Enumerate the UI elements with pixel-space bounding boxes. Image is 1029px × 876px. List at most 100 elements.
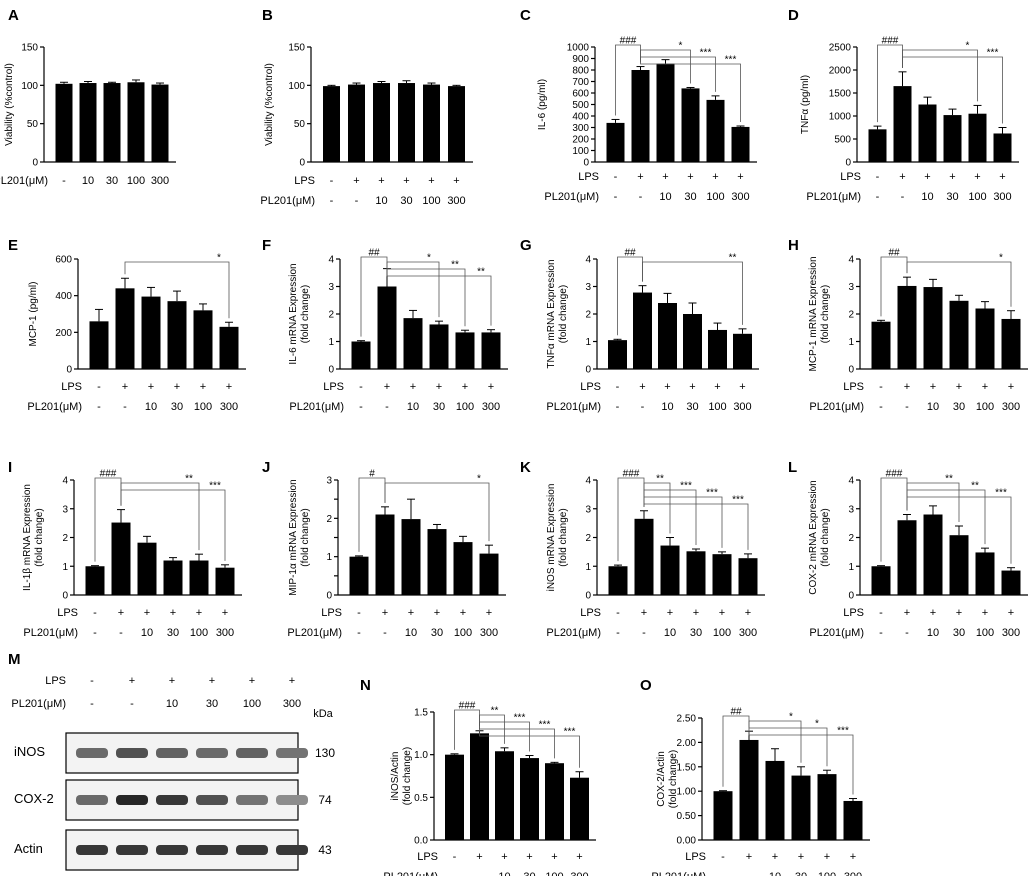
significance-label: ** — [729, 253, 737, 264]
lps-value: + — [693, 607, 699, 619]
lps-value: + — [384, 381, 390, 393]
dose-value: 30 — [433, 401, 445, 413]
bar — [403, 318, 423, 369]
significance-label: *** — [539, 720, 551, 731]
dose-value: - — [879, 401, 883, 413]
dose-row-label: PL201(μM) — [289, 401, 344, 413]
panel-L: L 0 1 2 3 4 COX-2 mRNA Expression (fold change)… — [788, 459, 1028, 639]
dose-row-label: PL201(μM) — [23, 627, 78, 639]
bar — [923, 287, 943, 369]
dose-value: - — [478, 871, 482, 876]
y-tick-label: 3 — [848, 282, 854, 293]
bar — [608, 340, 627, 369]
lps-value: + — [746, 851, 752, 863]
dose-value: 10 — [166, 698, 178, 710]
bar — [520, 758, 539, 840]
dose-value: 300 — [480, 627, 498, 639]
lps-value: - — [453, 851, 457, 863]
lps-value: + — [353, 175, 359, 187]
y-tick-label: 1 — [585, 562, 591, 573]
lps-value: + — [196, 607, 202, 619]
lps-value: - — [330, 175, 334, 187]
y-tick-label: 0 — [845, 158, 851, 169]
lps-value: + — [956, 607, 962, 619]
dose-row-label: PL201(μM) — [806, 191, 861, 203]
significance-label: ### — [882, 36, 899, 47]
lps-value: - — [879, 607, 883, 619]
panel-J: J 0 1 2 3 MIP-1α mRNA Expression (fold change)… — [262, 459, 506, 639]
dose-value: 30 — [946, 191, 958, 203]
bar — [656, 63, 675, 162]
lps-value: - — [97, 381, 101, 393]
panel-letter: D — [788, 7, 799, 24]
panel-letter: C — [520, 7, 531, 24]
bar — [897, 285, 917, 369]
lps-value: + — [378, 175, 384, 187]
dose-value: 10 — [145, 401, 157, 413]
lps-value: - — [616, 381, 620, 393]
dose-value: 300 — [739, 627, 757, 639]
y-axis-label: IL-1β mRNA Expression — [22, 484, 33, 591]
dose-value: 30 — [206, 698, 218, 710]
y-axis-label: iNOS/Actin — [390, 752, 401, 801]
y-tick-label: 1500 — [829, 89, 852, 100]
bar — [918, 104, 937, 162]
lps-value: + — [689, 381, 695, 393]
bar — [398, 83, 415, 162]
dose-value: 300 — [216, 627, 234, 639]
dose-value: 10 — [407, 401, 419, 413]
bar — [495, 751, 514, 840]
y-tick-label: 2.00 — [677, 738, 697, 749]
lps-value: - — [357, 607, 361, 619]
significance-label: ** — [185, 474, 193, 485]
y-tick-label: 2 — [585, 533, 591, 544]
dose-value: - — [90, 698, 94, 710]
significance-label: *** — [987, 48, 999, 59]
lps-value: + — [712, 171, 718, 183]
dose-value: - — [642, 627, 646, 639]
significance-label: *** — [680, 481, 692, 492]
bar — [1001, 318, 1021, 369]
dose-value: - — [385, 401, 389, 413]
lps-value: + — [930, 381, 936, 393]
significance-label: *** — [706, 488, 718, 499]
y-tick-label: 0 — [585, 591, 591, 602]
y-tick-label: 0.0 — [414, 836, 428, 847]
significance-bracket — [360, 256, 388, 337]
bar — [660, 545, 680, 595]
y-tick-label: 0 — [583, 158, 589, 169]
y-axis-label: (fold change) — [402, 747, 413, 805]
dose-row-label: PL201(μM) — [0, 175, 48, 187]
bar — [455, 332, 475, 369]
panel-letter: L — [788, 459, 797, 476]
y-tick-label: 2 — [848, 533, 854, 544]
dose-value: 100 — [422, 195, 440, 207]
bar — [871, 321, 891, 369]
dose-value: 300 — [1002, 627, 1020, 639]
significance-label: *** — [700, 48, 712, 59]
blot-band — [156, 845, 188, 855]
lps-row-label: LPS — [578, 171, 599, 183]
y-tick-label: 2.50 — [677, 714, 697, 725]
dose-value: 100 — [243, 698, 261, 710]
y-axis-label: IL-6 mRNA Expression — [288, 263, 299, 364]
significance-bracket — [643, 496, 723, 548]
panel-O: O 0.00 0.50 1.00 1.50 2.00 2.50 COX-2/Actin (fol… — [640, 677, 870, 876]
y-axis-label: Viability (%control) — [264, 63, 275, 146]
dose-value: 10 — [769, 871, 781, 876]
significance-label: ### — [623, 469, 640, 480]
significance-label: * — [789, 712, 793, 723]
dose-value: 100 — [706, 191, 724, 203]
panel-letter: M — [8, 651, 21, 668]
lps-value: + — [501, 851, 507, 863]
bar — [375, 514, 395, 595]
lps-value: + — [526, 851, 532, 863]
panel-letter: A — [8, 7, 19, 24]
dose-value: 100 — [127, 175, 145, 187]
bar — [348, 84, 365, 162]
lps-value: + — [850, 851, 856, 863]
significance-label: ** — [945, 474, 953, 485]
bar — [608, 566, 628, 595]
y-tick-label: 0.50 — [677, 811, 697, 822]
dose-value: - — [616, 401, 620, 413]
